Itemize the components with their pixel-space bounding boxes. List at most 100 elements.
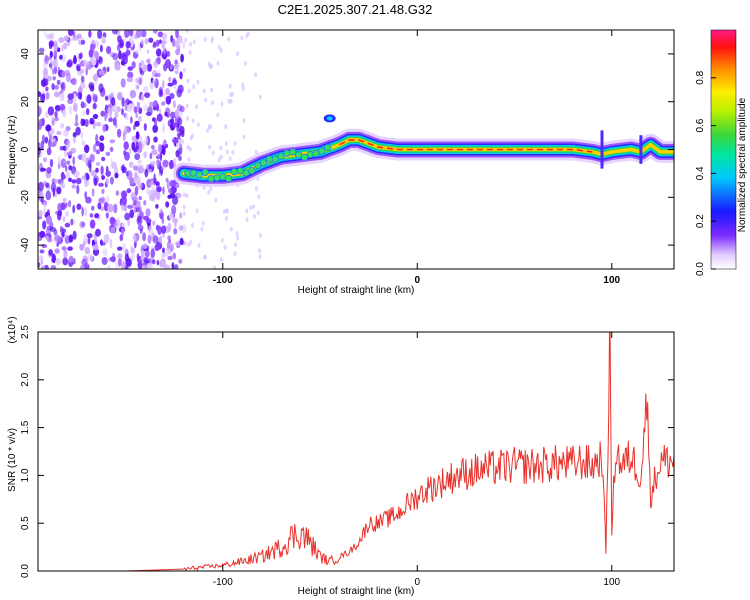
- noise-speckle: [224, 141, 228, 147]
- noise-speckle: [134, 153, 141, 161]
- y-tick-label: -20: [20, 190, 31, 205]
- ridge-point: [195, 171, 203, 179]
- noise-speckle: [134, 176, 141, 184]
- y-tick-label: 2.5: [20, 325, 31, 339]
- noise-speckle: [203, 36, 207, 42]
- noise-speckle: [191, 118, 195, 124]
- noise-speckle: [134, 146, 139, 151]
- noise-speckle: [76, 184, 80, 195]
- noise-speckle: [152, 106, 158, 111]
- noise-speckle: [68, 105, 73, 115]
- noise-speckle: [54, 257, 62, 266]
- noise-speckle: [174, 63, 179, 70]
- noise-speckle: [117, 35, 122, 43]
- noise-speckle: [109, 238, 113, 249]
- noise-speckle: [38, 210, 43, 218]
- colorbar-tick-label: 0.0: [695, 262, 706, 276]
- noise-speckle: [195, 208, 199, 214]
- noise-speckle: [137, 206, 142, 213]
- noise-speckle: [77, 92, 82, 100]
- noise-speckle: [129, 116, 133, 124]
- noise-speckle: [114, 111, 119, 119]
- y-tick-label: 1.0: [20, 468, 31, 482]
- noise-speckle: [73, 170, 80, 178]
- noise-speckle: [89, 213, 94, 218]
- noise-speckle: [164, 251, 170, 258]
- noise-speckle: [170, 118, 175, 124]
- noise-speckle: [254, 72, 258, 78]
- noise-speckle: [155, 48, 162, 57]
- noise-speckle: [162, 80, 165, 89]
- noise-speckle: [63, 158, 66, 164]
- noise-speckle: [110, 226, 116, 234]
- noise-speckle: [51, 253, 56, 263]
- noise-speckle: [235, 51, 239, 57]
- noise-speckle: [209, 186, 213, 192]
- noise-speckle: [112, 52, 119, 61]
- noise-speckle: [150, 160, 156, 167]
- noise-speckle: [109, 146, 114, 153]
- noise-speckle: [81, 154, 87, 163]
- noise-speckle: [58, 37, 65, 43]
- noise-speckle: [253, 214, 256, 219]
- noise-speckle: [165, 201, 170, 208]
- noise-speckle: [65, 202, 68, 208]
- noise-speckle: [151, 149, 158, 156]
- noise-speckle: [68, 234, 74, 243]
- noise-speckle: [43, 201, 47, 208]
- noise-speckle: [158, 108, 162, 115]
- noise-speckle: [208, 144, 212, 150]
- noise-speckle: [46, 167, 52, 174]
- noise-speckle: [45, 86, 49, 92]
- noise-speckle: [188, 50, 192, 55]
- noise-speckle: [124, 102, 128, 111]
- x-tick-label: 100: [603, 577, 620, 588]
- noise-speckle: [178, 258, 183, 264]
- noise-speckle: [229, 226, 233, 232]
- ridge-point: [207, 175, 215, 183]
- noise-speckle: [147, 234, 152, 244]
- noise-speckle: [85, 257, 89, 267]
- noise-speckle: [159, 258, 167, 268]
- noise-speckle: [92, 93, 98, 103]
- noise-speckle: [258, 254, 262, 260]
- noise-speckle: [79, 61, 84, 67]
- noise-speckle: [92, 113, 99, 120]
- noise-speckle: [137, 159, 143, 164]
- noise-speckle: [72, 230, 77, 240]
- snr-panel: -100 0 100 0.0 0.5 1.0 1.5 2.0 2.5 Height of str…: [7, 316, 675, 597]
- ridge-point: [271, 155, 279, 163]
- noise-speckle: [131, 135, 137, 142]
- noise-speckle: [162, 47, 167, 55]
- noise-speckle: [137, 215, 141, 224]
- noise-speckle: [138, 141, 142, 148]
- ridge-point: [254, 162, 262, 170]
- noise-speckle: [153, 177, 156, 185]
- noise-speckle: [99, 196, 106, 204]
- spectrogram-ylabel: Frequency (Hz): [7, 116, 18, 185]
- noise-speckle: [172, 139, 179, 144]
- noise-speckle: [174, 264, 179, 269]
- noise-speckle: [75, 177, 82, 185]
- noise-speckle: [155, 39, 160, 47]
- noise-speckle: [185, 30, 189, 33]
- noise-speckle: [41, 264, 45, 269]
- noise-speckle: [80, 75, 85, 84]
- noise-speckle: [54, 111, 58, 118]
- noise-speckle: [79, 69, 85, 74]
- noise-speckle: [146, 58, 151, 64]
- noise-speckle: [50, 116, 54, 121]
- noise-speckle: [52, 57, 59, 68]
- noise-speckle: [39, 230, 46, 238]
- noise-speckle: [241, 82, 245, 88]
- noise-speckle: [158, 235, 162, 245]
- noise-speckle: [105, 195, 110, 204]
- noise-speckle: [127, 127, 131, 133]
- noise-speckle: [83, 174, 87, 181]
- noise-speckle: [137, 224, 144, 231]
- noise-speckle: [129, 161, 134, 169]
- noise-speckle: [177, 37, 182, 45]
- ridge-point: [230, 168, 238, 176]
- noise-speckle: [153, 61, 159, 68]
- noise-speckle: [142, 243, 148, 250]
